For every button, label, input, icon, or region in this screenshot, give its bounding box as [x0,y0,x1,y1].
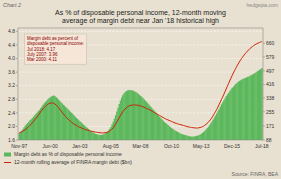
x-tick-label: Mar-08 [133,143,149,149]
annotation: Margin debt as percent ofdisposable pers… [27,36,84,62]
tick-mark [263,140,265,141]
y-tick-label: 2.4 [8,110,15,116]
grid-line [18,85,263,86]
y-tick-label: 4.8 [8,28,15,34]
title: As % of disposable personal income, 12-m… [55,9,226,25]
y2-tick-label: 171 [266,123,275,129]
tick-mark [263,97,265,98]
legend-label: Margin debt as % of disposable personal … [14,151,122,157]
y2-tick-label: 416 [266,81,275,87]
x-tick-label: Dec-15 [224,143,240,149]
tick-mark [16,140,18,141]
y2-tick-label: 579 [266,54,275,60]
plot-area [19,42,263,140]
legend-swatch [4,153,11,157]
text-line: As % of disposable personal income, 12-m… [55,9,226,17]
source: Source: FINRA, BEA [232,171,279,177]
y2-tick-label: 255 [266,109,275,115]
legend-swatch [4,162,11,163]
y-tick-label: 2.8 [8,96,15,102]
tick-mark [16,85,18,86]
annotation-box [25,34,87,64]
tick-mark [16,99,18,100]
x-tick-label: Jul-18 [255,143,269,149]
x-tick-label: Jan-03 [72,143,88,149]
y-tick-label: 2.0 [8,123,15,129]
text-line: Mar 2000: 4.11 [27,57,57,62]
tick-mark [263,111,265,112]
tick-mark [16,126,18,127]
tick-mark [16,58,18,59]
y-tick-label: 3.6 [8,69,15,75]
legend-label: 12-month rolling average of FINRA margin… [14,159,132,165]
tick-mark [263,70,265,71]
text-line: disposable personal income: [27,41,84,46]
tick-mark [263,84,265,85]
y-tick-label: 1.6 [8,137,15,143]
y-tick-label: 4.4 [8,42,15,48]
legend: Margin debt as % of disposable personal … [4,151,132,165]
plot-frame [18,28,263,140]
y2-tick-label: 338 [266,95,275,101]
line [19,42,262,133]
y2-tick-label: 88 [266,137,272,143]
x-tick-label: Jun-00 [42,143,58,149]
y2-tick-label: 660 [266,40,275,46]
text-line: average of margin debt near Jan '18 hist… [62,17,219,25]
chart: 1.6 2.0 2.4 2.8 3.2 3.6 4.0 4.4 4.8 88 171 255 338 41… [0,0,281,179]
text-line: Margin debt as percent of [27,36,79,41]
tick-mark [16,44,18,45]
bar [261,68,262,140]
chart-label: Chart 2 [3,2,21,8]
y-tick-label: 3.2 [8,82,15,88]
grid-line [18,72,263,73]
text-line: Jul 2018: 4.17 [27,47,56,52]
grid-line [18,31,263,32]
x-tick-label: Nov-97 [11,143,27,149]
y-tick-label: 4.0 [8,55,15,61]
tick-mark [16,112,18,113]
text-line: July 2007: 3.96 [27,52,58,57]
tick-mark [263,125,265,126]
tick-mark [263,43,265,44]
x-tick-label: May-13 [193,143,210,149]
website: hedgepia.com [247,2,278,8]
x-tick-label: Aug-05 [103,143,119,149]
tick-mark [263,56,265,57]
x-tick-label: Oct-10 [164,143,179,149]
tick-mark [16,31,18,32]
y2-tick-label: 497 [266,68,275,74]
tick-mark [16,72,18,73]
